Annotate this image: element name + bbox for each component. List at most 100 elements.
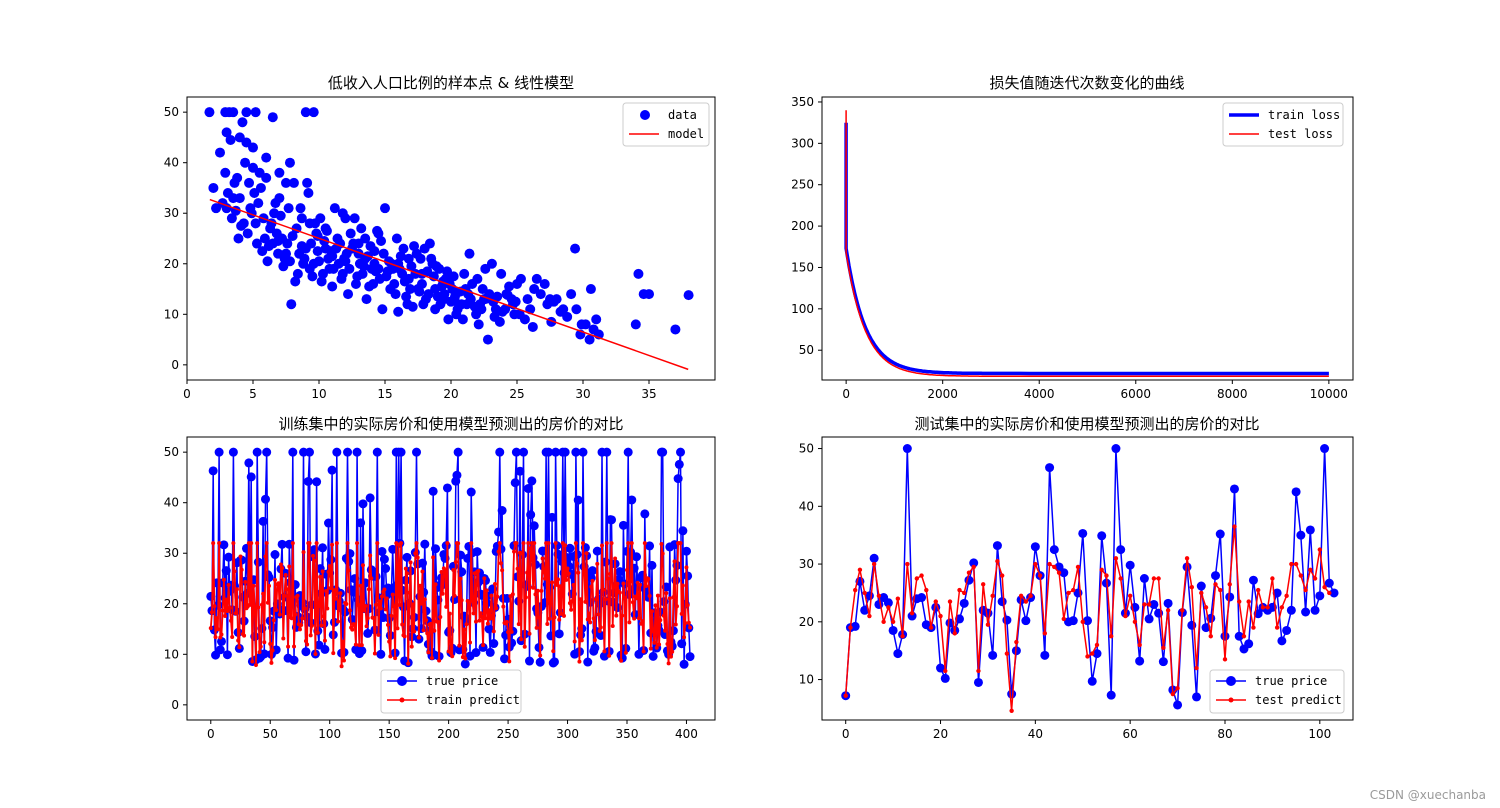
true-price-point: [1315, 591, 1325, 601]
train-predict-point: [630, 600, 635, 605]
data-point: [343, 289, 354, 300]
test-predict-point: [1222, 657, 1228, 662]
x-tick-label: 20: [443, 387, 458, 401]
train-predict-point: [208, 626, 213, 631]
train-predict-point: [341, 658, 346, 663]
data-point: [215, 147, 225, 158]
train-predict-point: [597, 628, 602, 633]
true-price-point: [327, 465, 337, 475]
true-price-point: [485, 647, 495, 657]
train-predict-point: [558, 584, 563, 589]
train-predict-point: [484, 588, 489, 593]
legend-label-true-price: true price: [426, 674, 498, 688]
train-predict-point: [338, 591, 343, 596]
test-predict-point: [1042, 631, 1048, 636]
train-loss-line: [844, 122, 1329, 376]
train-predict-point: [339, 664, 344, 669]
x-tick-label: 10000: [1310, 387, 1348, 401]
true-price-point: [208, 466, 218, 476]
test-predict-point: [1056, 570, 1062, 575]
true-price-point: [489, 639, 499, 649]
true-price-point: [304, 447, 314, 457]
train-predict-point: [249, 541, 254, 546]
train-predict-point: [405, 571, 409, 576]
train-predict-point: [319, 623, 324, 628]
train-predict-point: [257, 650, 262, 655]
true-price-point: [549, 657, 559, 667]
data-point: [490, 304, 501, 315]
train-predict-point: [584, 551, 589, 556]
train-predict-point: [429, 655, 434, 660]
train-predict-point: [547, 616, 552, 621]
train-predict-point: [270, 648, 275, 653]
data-point: [380, 203, 390, 214]
test-predict-point: [943, 668, 948, 674]
true-price-point: [428, 486, 438, 496]
train-predict-point: [214, 616, 219, 621]
true-price-point: [219, 540, 229, 550]
train-predict-point: [582, 567, 587, 572]
train-predict-point: [458, 576, 463, 581]
true-price-point: [216, 636, 226, 646]
train-predict-point: [358, 583, 363, 588]
y-tick-label: 10: [164, 307, 179, 321]
legend-test: true price test predict: [1209, 669, 1345, 714]
test-predict-point: [980, 582, 986, 587]
data-point: [225, 134, 236, 145]
true-price-point: [997, 597, 1007, 607]
train-predict-point: [615, 581, 620, 586]
test-predict-point: [848, 625, 853, 630]
train-predict-point: [578, 597, 583, 602]
train-predict-point: [636, 616, 641, 621]
data-point: [282, 238, 293, 249]
train-predict-point: [493, 581, 497, 586]
train-predict-point: [566, 571, 571, 576]
data-point: [519, 314, 530, 325]
true-price-point: [497, 506, 507, 516]
data-point: [644, 289, 654, 300]
train-predict-point: [661, 613, 666, 618]
train-predict-point: [497, 541, 502, 546]
true-price-point: [270, 550, 280, 560]
data-point: [393, 306, 404, 317]
true-price-point: [674, 459, 684, 469]
true-price-point: [1229, 484, 1239, 494]
true-price-point: [1144, 614, 1154, 624]
test-predict-point: [1028, 593, 1033, 599]
train-predict-point: [598, 625, 603, 630]
train-predict-point: [364, 624, 369, 629]
data-point: [580, 319, 591, 330]
train-predict-point: [557, 617, 562, 622]
data-point: [250, 107, 261, 118]
data-point: [292, 268, 303, 279]
train-predict-point: [577, 659, 582, 664]
train-predict-point: [311, 553, 316, 558]
train-predict-point: [406, 661, 411, 666]
train-predict-point: [673, 622, 678, 627]
true-price-point: [357, 646, 367, 656]
train-predict-point: [321, 614, 326, 619]
test-predict-point: [1075, 564, 1081, 570]
chart-title-test: 测试集中的实际房价和使用模型预测出的房价的对比: [914, 415, 1259, 433]
true-price-point: [1324, 578, 1334, 588]
data-point: [270, 198, 281, 209]
train-predict-point: [220, 608, 225, 613]
true-price-point: [1007, 689, 1017, 699]
true-price-point: [420, 539, 430, 549]
train-predict-point: [383, 607, 388, 612]
watermark: CSDN @xuechanba: [1369, 788, 1486, 802]
train-predict-point: [293, 612, 298, 617]
data-point: [222, 188, 233, 199]
true-price-point: [1139, 574, 1149, 583]
test-predict-point: [1137, 642, 1142, 648]
train-predict-point: [259, 602, 264, 607]
true-price-point: [519, 447, 529, 457]
train-predict-point: [659, 542, 664, 547]
true-price-point: [1282, 625, 1292, 635]
data-point: [378, 248, 389, 259]
train-predict-point: [356, 602, 361, 607]
train-predict-point: [469, 541, 474, 546]
train-predict-point: [665, 641, 670, 646]
train-predict-point: [227, 605, 232, 610]
true-price-point: [1225, 592, 1235, 602]
